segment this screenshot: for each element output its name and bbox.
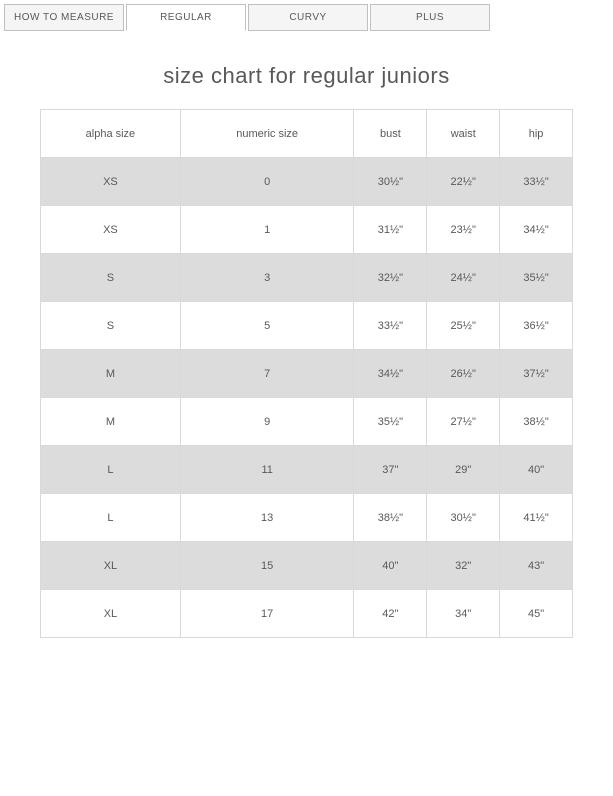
table-cell: 27½" bbox=[427, 398, 500, 446]
table-cell: 9 bbox=[180, 398, 354, 446]
table-cell: 5 bbox=[180, 302, 354, 350]
tab-plus[interactable]: PLUS bbox=[370, 4, 490, 31]
table-row: XS131½"23½"34½" bbox=[41, 206, 573, 254]
table-cell: 38½" bbox=[354, 494, 427, 542]
table-row: L1338½"30½"41½" bbox=[41, 494, 573, 542]
table-cell: 40" bbox=[354, 542, 427, 590]
table-cell: XS bbox=[41, 158, 181, 206]
table-row: XL1742"34"45" bbox=[41, 590, 573, 638]
table-cell: 26½" bbox=[427, 350, 500, 398]
table-cell: 35½" bbox=[500, 254, 573, 302]
col-numeric-size: numeric size bbox=[180, 110, 354, 158]
size-chart-table-wrap: alpha size numeric size bust waist hip X… bbox=[0, 109, 613, 638]
table-cell: 32½" bbox=[354, 254, 427, 302]
tab-regular[interactable]: REGULAR bbox=[126, 4, 246, 31]
table-row: XL1540"32"43" bbox=[41, 542, 573, 590]
table-row: S332½"24½"35½" bbox=[41, 254, 573, 302]
table-cell: 41½" bbox=[500, 494, 573, 542]
table-cell: 30½" bbox=[354, 158, 427, 206]
table-row: XS030½"22½"33½" bbox=[41, 158, 573, 206]
size-chart-table: alpha size numeric size bust waist hip X… bbox=[40, 109, 573, 638]
table-cell: 38½" bbox=[500, 398, 573, 446]
table-cell: 7 bbox=[180, 350, 354, 398]
table-row: L1137"29"40" bbox=[41, 446, 573, 494]
table-cell: 0 bbox=[180, 158, 354, 206]
table-cell: L bbox=[41, 446, 181, 494]
table-cell: XS bbox=[41, 206, 181, 254]
tab-how-to-measure[interactable]: HOW TO MEASURE bbox=[4, 4, 124, 31]
table-cell: 25½" bbox=[427, 302, 500, 350]
table-cell: 3 bbox=[180, 254, 354, 302]
table-cell: 33½" bbox=[354, 302, 427, 350]
table-cell: 43" bbox=[500, 542, 573, 590]
table-cell: 32" bbox=[427, 542, 500, 590]
table-cell: 13 bbox=[180, 494, 354, 542]
table-cell: 22½" bbox=[427, 158, 500, 206]
table-cell: 34½" bbox=[354, 350, 427, 398]
table-cell: 11 bbox=[180, 446, 354, 494]
table-cell: S bbox=[41, 302, 181, 350]
table-row: M935½"27½"38½" bbox=[41, 398, 573, 446]
col-bust: bust bbox=[354, 110, 427, 158]
table-cell: L bbox=[41, 494, 181, 542]
table-cell: 40" bbox=[500, 446, 573, 494]
table-cell: 37½" bbox=[500, 350, 573, 398]
table-cell: 23½" bbox=[427, 206, 500, 254]
table-cell: 37" bbox=[354, 446, 427, 494]
table-header-row: alpha size numeric size bust waist hip bbox=[41, 110, 573, 158]
tab-curvy[interactable]: CURVY bbox=[248, 4, 368, 31]
table-cell: 45" bbox=[500, 590, 573, 638]
table-cell: 35½" bbox=[354, 398, 427, 446]
table-row: M734½"26½"37½" bbox=[41, 350, 573, 398]
table-cell: 30½" bbox=[427, 494, 500, 542]
tabs-bar: HOW TO MEASURE REGULAR CURVY PLUS bbox=[0, 0, 613, 31]
table-cell: M bbox=[41, 398, 181, 446]
col-hip: hip bbox=[500, 110, 573, 158]
table-cell: 29" bbox=[427, 446, 500, 494]
table-row: S533½"25½"36½" bbox=[41, 302, 573, 350]
table-cell: XL bbox=[41, 542, 181, 590]
table-cell: XL bbox=[41, 590, 181, 638]
table-cell: 36½" bbox=[500, 302, 573, 350]
col-alpha-size: alpha size bbox=[41, 110, 181, 158]
table-cell: 1 bbox=[180, 206, 354, 254]
table-cell: 31½" bbox=[354, 206, 427, 254]
table-cell: 34" bbox=[427, 590, 500, 638]
page-title: size chart for regular juniors bbox=[0, 63, 613, 89]
table-cell: 34½" bbox=[500, 206, 573, 254]
table-cell: 42" bbox=[354, 590, 427, 638]
col-waist: waist bbox=[427, 110, 500, 158]
table-cell: M bbox=[41, 350, 181, 398]
table-cell: 17 bbox=[180, 590, 354, 638]
table-cell: 15 bbox=[180, 542, 354, 590]
table-cell: 33½" bbox=[500, 158, 573, 206]
table-cell: S bbox=[41, 254, 181, 302]
table-cell: 24½" bbox=[427, 254, 500, 302]
